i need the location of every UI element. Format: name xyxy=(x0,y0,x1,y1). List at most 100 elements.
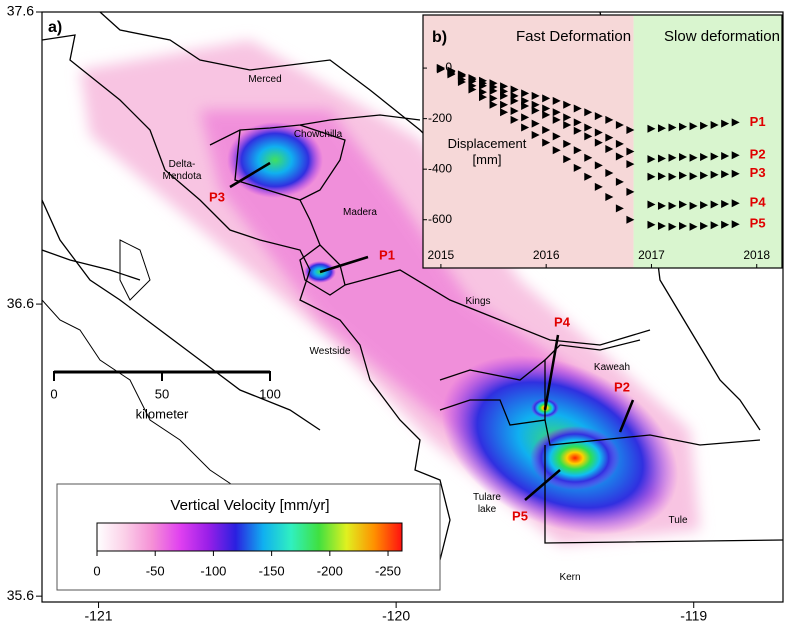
scale-tick-label: 100 xyxy=(259,386,281,401)
marker xyxy=(584,153,593,162)
marker xyxy=(668,222,677,231)
colorbar-title: Vertical Velocity [mm/yr] xyxy=(170,497,329,514)
marker xyxy=(552,146,561,155)
marker xyxy=(668,123,677,132)
marker xyxy=(500,91,509,100)
marker xyxy=(721,200,730,209)
profile-line xyxy=(229,161,271,189)
marker xyxy=(489,86,498,95)
boundaries xyxy=(42,12,783,561)
profile-line xyxy=(524,469,561,501)
series-label: P1 xyxy=(750,114,766,129)
region-label: Kaweah xyxy=(593,362,631,373)
marker xyxy=(563,100,572,109)
marker xyxy=(605,115,614,124)
x-tick-label: 2017 xyxy=(638,248,665,262)
scale-tick-label: 0 xyxy=(50,386,57,401)
y-tick-label: 35.6 xyxy=(7,587,34,603)
marker xyxy=(521,123,530,132)
marker xyxy=(584,172,593,181)
scale-tick-label: 50 xyxy=(155,386,169,401)
y-tick-label: -400 xyxy=(428,161,452,175)
marker xyxy=(521,96,530,105)
subsidence-blob xyxy=(530,426,620,490)
x-tick-label: -119 xyxy=(680,608,707,624)
marker xyxy=(479,88,488,97)
marker xyxy=(563,120,572,129)
marker xyxy=(531,100,540,109)
series-label: P4 xyxy=(750,195,767,210)
marker xyxy=(731,220,740,229)
panel-label: a) xyxy=(48,19,62,36)
marker xyxy=(721,220,730,229)
point-label: P1 xyxy=(379,247,395,262)
point-label: P2 xyxy=(614,379,630,394)
region-label: Chowchilla xyxy=(293,129,343,140)
marker xyxy=(542,110,551,119)
marker xyxy=(531,106,540,115)
marker xyxy=(721,170,730,179)
marker xyxy=(731,118,740,127)
marker xyxy=(668,201,677,210)
region-label: Tulare lake xyxy=(473,492,501,515)
marker xyxy=(500,82,509,91)
marker xyxy=(573,104,582,113)
point-label: P3 xyxy=(209,189,225,204)
marker xyxy=(721,152,730,161)
x-tick-label: 2016 xyxy=(533,248,560,262)
region-label: Kern xyxy=(559,572,581,583)
marker xyxy=(605,168,614,177)
marker xyxy=(731,169,740,178)
marker xyxy=(584,132,593,141)
marker xyxy=(510,96,519,105)
marker xyxy=(552,115,561,124)
marker xyxy=(710,200,719,209)
marker xyxy=(626,126,635,134)
marker xyxy=(689,201,698,210)
marker xyxy=(594,182,603,191)
series-label: P5 xyxy=(750,216,766,231)
marker xyxy=(594,161,603,170)
marker xyxy=(689,222,698,231)
marker xyxy=(700,171,709,180)
marker xyxy=(573,126,582,135)
marker xyxy=(594,128,603,137)
marker xyxy=(615,139,624,148)
coastline xyxy=(42,239,241,491)
marker xyxy=(721,119,730,128)
marker xyxy=(531,91,540,100)
marker xyxy=(700,222,709,231)
marker xyxy=(573,118,582,127)
marker xyxy=(531,131,540,140)
colorbar-tick-label: -50 xyxy=(146,563,165,578)
colorbar-tick-label: -100 xyxy=(200,563,226,578)
marker xyxy=(457,77,466,86)
colorbar xyxy=(96,522,403,552)
colorbar-tick-label: -250 xyxy=(375,563,401,578)
marker xyxy=(710,152,719,161)
marker xyxy=(594,112,603,121)
marker xyxy=(552,132,561,141)
marker xyxy=(563,155,572,164)
marker xyxy=(647,220,656,229)
marker xyxy=(479,93,488,102)
marker xyxy=(668,172,677,181)
marker xyxy=(552,96,561,105)
marker xyxy=(531,119,540,128)
marker xyxy=(626,215,635,224)
marker xyxy=(700,201,709,210)
marker xyxy=(563,139,572,148)
marker xyxy=(657,154,666,163)
marker xyxy=(700,121,709,130)
series-label: P2 xyxy=(750,147,766,162)
marker xyxy=(605,144,614,153)
marker xyxy=(521,101,530,110)
map-frame xyxy=(41,11,784,603)
marker xyxy=(710,221,719,230)
marker xyxy=(710,120,719,129)
y-tick-label: 37.6 xyxy=(7,3,34,19)
panel-label: b) xyxy=(432,29,447,46)
marker xyxy=(689,122,698,131)
marker xyxy=(500,108,509,117)
